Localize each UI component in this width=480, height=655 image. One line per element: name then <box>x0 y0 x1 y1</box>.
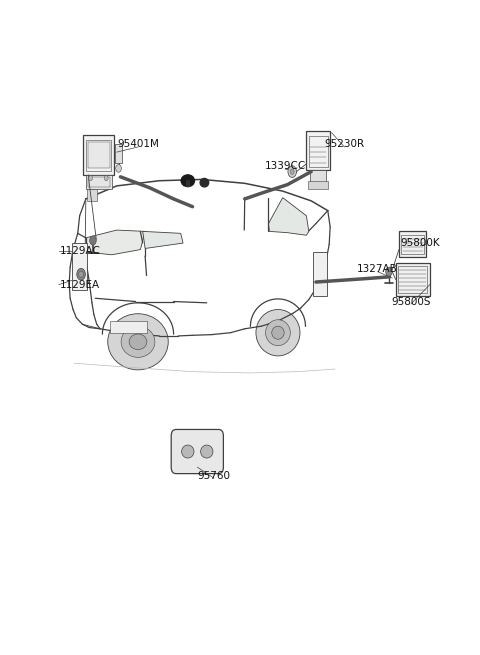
Bar <box>88 178 109 187</box>
Circle shape <box>77 269 85 280</box>
Text: 1339CC: 1339CC <box>264 161 306 172</box>
Circle shape <box>288 166 297 178</box>
Bar <box>86 140 111 171</box>
Circle shape <box>90 236 96 245</box>
Ellipse shape <box>200 178 209 187</box>
Ellipse shape <box>129 334 147 350</box>
Ellipse shape <box>265 320 290 346</box>
Text: 95401M: 95401M <box>117 140 159 149</box>
Bar <box>87 189 96 201</box>
Bar <box>398 266 427 293</box>
Circle shape <box>104 176 108 181</box>
Circle shape <box>116 164 121 172</box>
Circle shape <box>385 267 392 276</box>
Ellipse shape <box>108 314 168 370</box>
Text: 95800K: 95800K <box>400 238 440 248</box>
Bar <box>308 181 328 189</box>
Polygon shape <box>268 198 309 235</box>
Bar <box>109 321 147 333</box>
Bar <box>309 136 328 167</box>
Bar <box>396 263 430 296</box>
Text: 95800S: 95800S <box>391 297 431 307</box>
Polygon shape <box>143 231 183 248</box>
Polygon shape <box>86 230 145 255</box>
Ellipse shape <box>181 175 194 187</box>
Bar <box>115 143 122 163</box>
Ellipse shape <box>181 445 194 458</box>
Ellipse shape <box>121 326 155 358</box>
Text: 1129AC: 1129AC <box>60 246 101 256</box>
Bar <box>312 252 327 296</box>
Bar <box>84 135 114 175</box>
Bar <box>72 243 87 290</box>
Text: 95230R: 95230R <box>324 140 364 149</box>
Text: 1129EA: 1129EA <box>60 280 100 290</box>
Bar <box>306 132 330 170</box>
Bar <box>399 231 426 257</box>
Ellipse shape <box>272 326 284 339</box>
Text: 95760: 95760 <box>197 470 230 481</box>
Bar <box>310 170 326 182</box>
Ellipse shape <box>201 445 213 458</box>
Circle shape <box>79 271 84 278</box>
Text: 1327AB: 1327AB <box>357 264 398 274</box>
Circle shape <box>89 176 93 181</box>
Bar <box>86 175 112 189</box>
Ellipse shape <box>256 310 300 356</box>
FancyBboxPatch shape <box>171 430 223 474</box>
Circle shape <box>290 169 294 174</box>
Bar <box>401 234 424 254</box>
Bar <box>88 142 109 168</box>
